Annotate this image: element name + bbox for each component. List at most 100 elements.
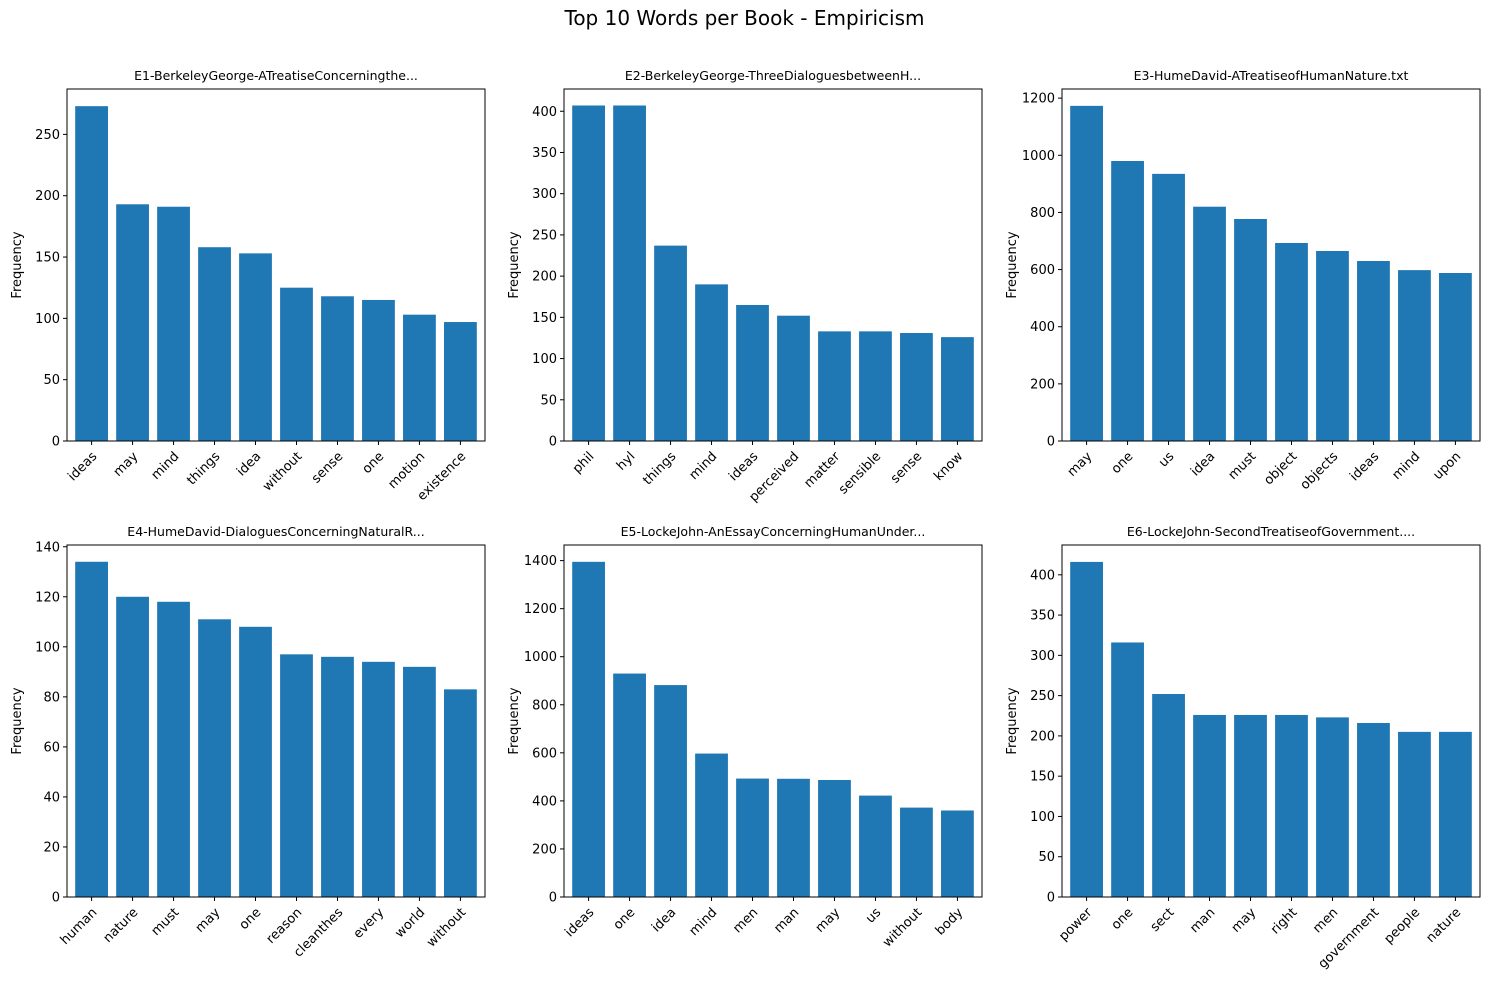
y-tick-label: 40	[43, 790, 60, 805]
bar-body	[941, 810, 974, 897]
plot-frame	[563, 544, 983, 898]
bar-ideas	[1357, 261, 1390, 441]
y-tick-label: 400	[1030, 568, 1055, 583]
y-axis-label: Frequency	[10, 687, 25, 754]
bar-may	[198, 619, 231, 897]
bar-things	[198, 247, 231, 441]
bar-upon	[1439, 273, 1472, 441]
bar-nature	[116, 596, 149, 897]
bar-motion	[403, 314, 436, 441]
bar-matter	[818, 331, 851, 441]
y-tick-label: 120	[35, 590, 60, 605]
chart-title: E4-HumeDavid-DialoguesConcerningNaturalR…	[127, 524, 424, 539]
bar-mind	[1398, 270, 1431, 441]
bar-without	[280, 287, 313, 441]
y-tick-label: 600	[532, 746, 557, 761]
bar-idea	[1193, 206, 1226, 441]
bar-may	[818, 779, 851, 897]
bar-ideas	[736, 304, 769, 441]
y-tick-label: 200	[1030, 377, 1055, 392]
bar-power	[1070, 561, 1103, 897]
y-tick-label: 0	[549, 435, 557, 450]
bar-us	[859, 795, 892, 897]
chart-title: E3-HumeDavid-ATreatiseofHumanNature.txt	[1134, 68, 1409, 83]
bar-may	[1234, 714, 1267, 897]
y-tick-label: 400	[1030, 320, 1055, 335]
y-tick-label: 150	[35, 251, 60, 266]
y-axis-label: Frequency	[10, 231, 25, 298]
y-tick-label: 200	[1030, 729, 1055, 744]
bar-every	[362, 661, 395, 897]
y-tick-label: 400	[532, 794, 557, 809]
plot-frame	[66, 88, 486, 442]
bar-reason	[280, 654, 313, 897]
y-tick-label: 1000	[524, 650, 557, 665]
y-axis-label: Frequency	[1005, 687, 1020, 754]
y-tick-label: 350	[1030, 609, 1055, 624]
bar-ideas	[75, 106, 108, 442]
bar-men	[736, 778, 769, 897]
y-tick-label: 0	[52, 435, 60, 450]
y-tick-label: 0	[549, 891, 557, 906]
bar-cleanthes	[321, 656, 354, 897]
bar-must	[157, 601, 190, 897]
y-tick-label: 80	[43, 690, 60, 705]
bar-may	[1070, 105, 1103, 442]
y-tick-label: 600	[1030, 263, 1055, 278]
bar-one	[362, 299, 395, 441]
plot-frame	[563, 88, 983, 442]
y-tick-label: 150	[532, 311, 557, 326]
y-tick-label: 200	[35, 189, 60, 204]
bar-human	[75, 561, 108, 897]
bar-phil	[572, 105, 605, 442]
chart-panel-6: E6-LockeJohn-SecondTreatiseofGovernment.…	[1005, 524, 1481, 972]
y-tick-label: 60	[43, 740, 60, 755]
bar-right	[1275, 714, 1308, 897]
plot-frame	[1061, 544, 1481, 898]
bar-sensible	[859, 331, 892, 441]
y-tick-label: 1200	[524, 602, 557, 617]
y-tick-label: 140	[35, 540, 60, 555]
y-axis-label: Frequency	[1005, 231, 1020, 298]
bar-world	[403, 666, 436, 897]
bar-sense	[321, 296, 354, 441]
y-tick-label: 200	[532, 842, 557, 857]
bar-mind	[695, 284, 728, 441]
y-tick-label: 100	[35, 312, 60, 327]
bar-man	[1193, 714, 1226, 897]
chart-title: E1-BerkeleyGeorge-ATreatiseConcerningthe…	[134, 68, 418, 83]
y-tick-label: 0	[1047, 891, 1055, 906]
bar-us	[1152, 173, 1185, 442]
chart-panel-3: E3-HumeDavid-ATreatiseofHumanNature.txt 0…	[1005, 68, 1481, 493]
y-tick-label: 50	[1038, 850, 1055, 865]
chart-panel-4: E4-HumeDavid-DialoguesConcerningNaturalR…	[10, 524, 486, 960]
chart-title: E5-LockeJohn-AnEssayConcerningHumanUnder…	[621, 524, 926, 539]
bar-things	[654, 245, 687, 441]
bar-sect	[1152, 694, 1185, 897]
chart-title: E2-BerkeleyGeorge-ThreeDialoguesbetweenH…	[625, 68, 921, 83]
bar-man	[777, 778, 810, 897]
y-tick-label: 0	[1047, 435, 1055, 450]
bar-government	[1357, 723, 1390, 897]
bar-existence	[444, 322, 477, 441]
y-tick-label: 50	[540, 393, 557, 408]
y-tick-label: 250	[1030, 689, 1055, 704]
plot-frame	[66, 544, 486, 898]
bar-one	[239, 626, 272, 897]
bar-one	[1111, 642, 1144, 897]
bar-mind	[695, 753, 728, 897]
y-tick-label: 200	[532, 270, 557, 285]
bar-one	[613, 673, 646, 897]
bar-without	[444, 689, 477, 897]
y-tick-label: 250	[532, 228, 557, 243]
bar-idea	[654, 685, 687, 897]
y-tick-label: 150	[1030, 770, 1055, 785]
y-tick-label: 350	[532, 146, 557, 161]
y-tick-label: 100	[1030, 810, 1055, 825]
y-tick-label: 50	[43, 373, 60, 388]
y-axis-label: Frequency	[507, 687, 522, 754]
bar-ideas	[572, 561, 605, 897]
figure-suptitle: Top 10 Words per Book - Empiricism	[564, 6, 925, 30]
bar-objects	[1316, 251, 1349, 441]
bar-idea	[239, 253, 272, 441]
